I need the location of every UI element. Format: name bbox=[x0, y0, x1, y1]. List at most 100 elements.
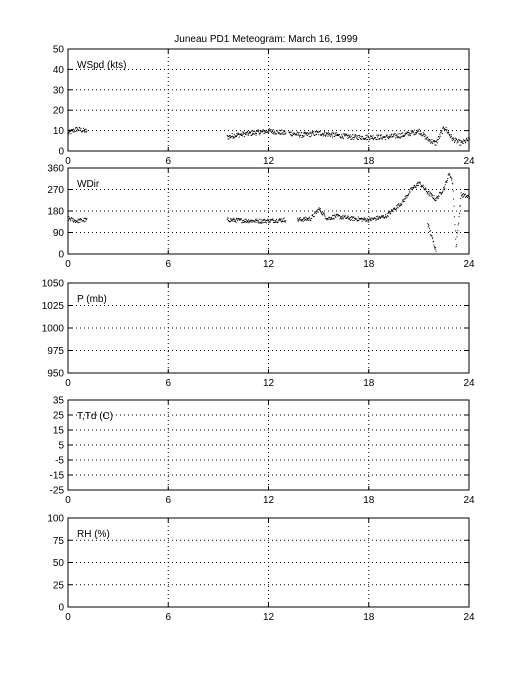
data-point bbox=[70, 133, 72, 135]
data-point bbox=[249, 220, 251, 222]
data-point bbox=[372, 218, 374, 220]
data-point bbox=[468, 137, 470, 139]
data-point bbox=[323, 132, 325, 134]
data-point bbox=[259, 222, 261, 224]
data-point bbox=[410, 135, 412, 137]
data-point bbox=[358, 134, 360, 136]
data-point bbox=[378, 217, 380, 219]
data-point bbox=[394, 207, 396, 209]
data-point bbox=[390, 209, 392, 211]
data-point bbox=[451, 138, 453, 140]
data-point bbox=[397, 204, 399, 206]
data-point bbox=[450, 136, 452, 138]
data-point bbox=[255, 132, 257, 134]
data-point bbox=[250, 220, 252, 222]
data-point bbox=[445, 181, 447, 183]
x-tick-label: 6 bbox=[165, 156, 171, 167]
data-point bbox=[431, 139, 433, 141]
data-point bbox=[245, 218, 247, 220]
data-point bbox=[453, 205, 455, 207]
data-point bbox=[304, 216, 306, 218]
data-point bbox=[422, 134, 424, 136]
data-point bbox=[362, 138, 364, 140]
data-point bbox=[325, 132, 327, 134]
data-point bbox=[414, 134, 416, 136]
data-point bbox=[446, 129, 448, 131]
data-point bbox=[262, 129, 264, 131]
data-point bbox=[458, 212, 460, 214]
data-point bbox=[232, 220, 234, 222]
data-point bbox=[276, 218, 278, 220]
data-point bbox=[339, 218, 341, 220]
data-point bbox=[273, 222, 275, 224]
data-point bbox=[263, 219, 265, 221]
data-point bbox=[271, 219, 273, 221]
data-point bbox=[261, 131, 263, 133]
data-point bbox=[418, 184, 420, 186]
x-tick-label: 18 bbox=[363, 378, 375, 389]
x-tick-label: 6 bbox=[165, 495, 171, 506]
data-point bbox=[388, 137, 390, 139]
data-point bbox=[280, 220, 282, 222]
data-point bbox=[348, 136, 350, 138]
data-point bbox=[262, 222, 264, 224]
data-point bbox=[280, 218, 282, 220]
data-point bbox=[405, 195, 407, 197]
data-point bbox=[264, 218, 266, 220]
data-point bbox=[255, 220, 257, 222]
data-point bbox=[304, 132, 306, 134]
data-point bbox=[404, 196, 406, 198]
data-point bbox=[453, 142, 455, 144]
data-point bbox=[406, 131, 408, 133]
x-tick-label: 6 bbox=[165, 378, 171, 389]
data-point bbox=[458, 216, 460, 218]
data-point bbox=[309, 135, 311, 137]
data-point bbox=[426, 192, 428, 194]
data-point bbox=[310, 136, 312, 138]
data-point bbox=[469, 197, 470, 199]
data-point bbox=[294, 133, 296, 135]
data-point bbox=[314, 134, 316, 136]
data-point bbox=[423, 188, 425, 190]
data-point bbox=[459, 205, 461, 207]
data-point bbox=[260, 218, 262, 220]
data-point bbox=[279, 218, 281, 220]
data-point bbox=[230, 137, 232, 139]
x-tick-label: 24 bbox=[463, 156, 475, 167]
data-point bbox=[253, 130, 255, 132]
data-point bbox=[360, 218, 362, 220]
data-point bbox=[445, 129, 447, 131]
data-point bbox=[254, 220, 256, 222]
data-point bbox=[238, 218, 240, 220]
data-point bbox=[80, 218, 82, 220]
data-point bbox=[264, 130, 266, 132]
data-point bbox=[72, 218, 74, 220]
data-point bbox=[337, 133, 339, 135]
data-point bbox=[406, 132, 408, 134]
data-point bbox=[227, 217, 229, 219]
data-point bbox=[457, 224, 459, 226]
data-point bbox=[441, 191, 443, 193]
data-point bbox=[230, 218, 232, 220]
data-point bbox=[361, 220, 363, 222]
data-point bbox=[75, 127, 77, 129]
data-point bbox=[248, 132, 250, 134]
data-point bbox=[428, 225, 430, 227]
data-point bbox=[347, 135, 349, 137]
data-point bbox=[419, 181, 421, 183]
data-point bbox=[402, 135, 404, 137]
data-point bbox=[439, 133, 441, 135]
data-point bbox=[468, 196, 470, 198]
data-point bbox=[428, 227, 430, 229]
data-point bbox=[241, 222, 243, 224]
data-point bbox=[83, 130, 85, 132]
data-point bbox=[456, 140, 458, 142]
data-point bbox=[353, 134, 355, 136]
data-point bbox=[226, 219, 228, 221]
data-point bbox=[376, 138, 378, 140]
data-point bbox=[416, 131, 418, 133]
panel-label: WSpd (kts) bbox=[77, 60, 126, 71]
data-point bbox=[395, 135, 397, 137]
data-point bbox=[379, 138, 381, 140]
data-point bbox=[298, 219, 300, 221]
